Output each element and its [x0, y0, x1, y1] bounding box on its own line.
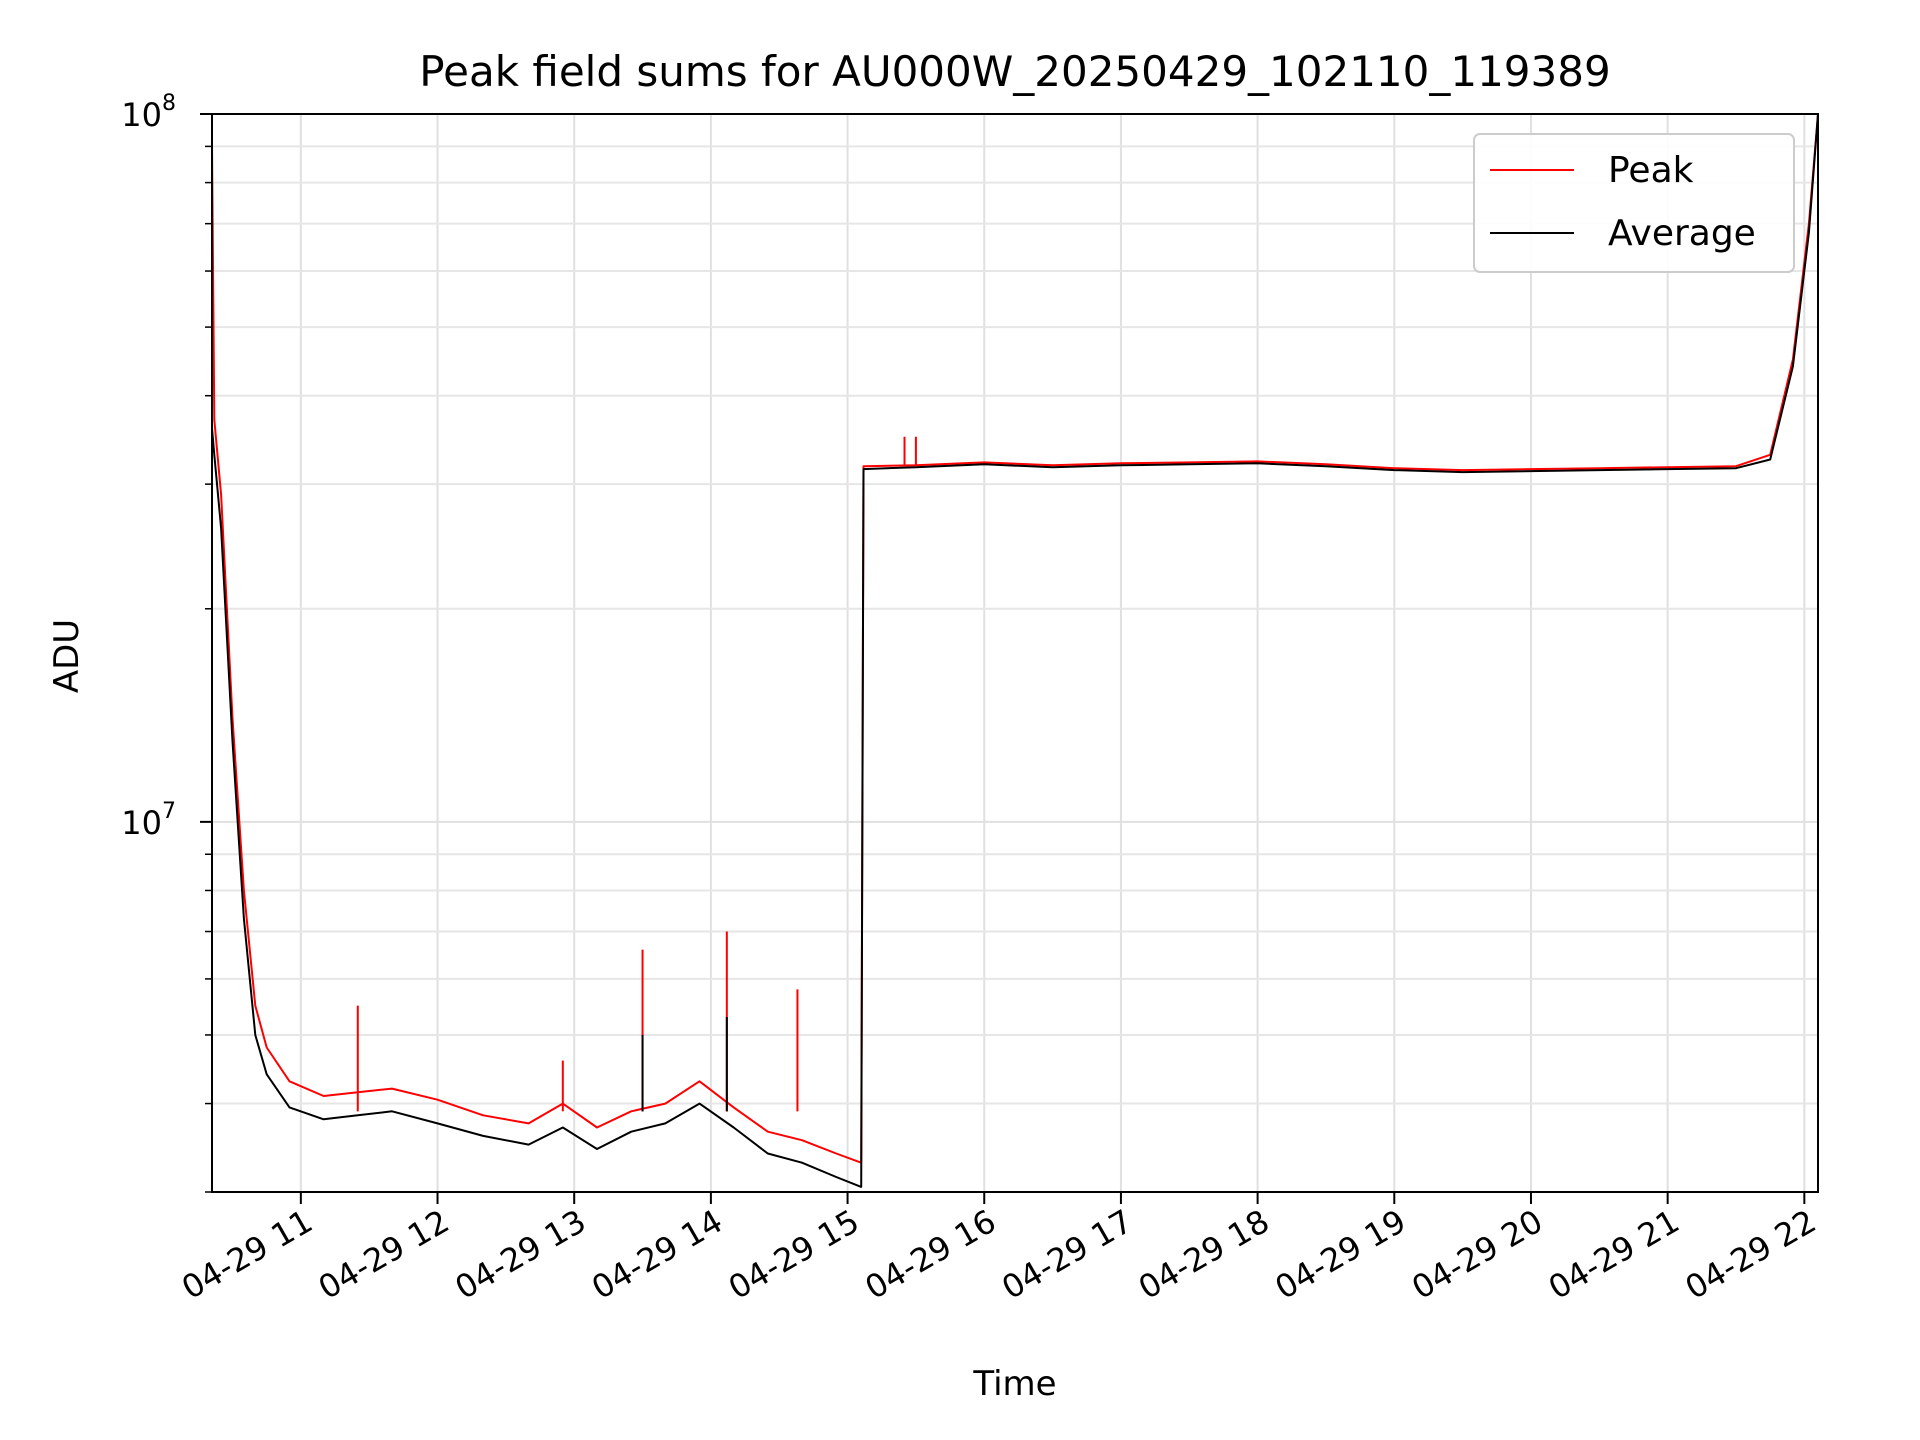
- plot-frame: [211, 113, 1819, 1193]
- y-tick-label: 107: [121, 799, 176, 842]
- legend-label-average: Average: [1608, 213, 1756, 254]
- legend-label-peak: Peak: [1608, 150, 1694, 191]
- y-axis-label: ADU: [47, 619, 87, 693]
- series-line-average: [211, 113, 1819, 1188]
- legend: Peak Average: [1473, 133, 1795, 273]
- legend-box: [1473, 133, 1795, 273]
- plot-series: [211, 113, 1819, 1188]
- series-line-peak: [211, 113, 1819, 1164]
- x-axis-label: Time: [972, 1364, 1056, 1404]
- chart-title: Peak field sums for AU000W_20250429_1021…: [419, 47, 1610, 96]
